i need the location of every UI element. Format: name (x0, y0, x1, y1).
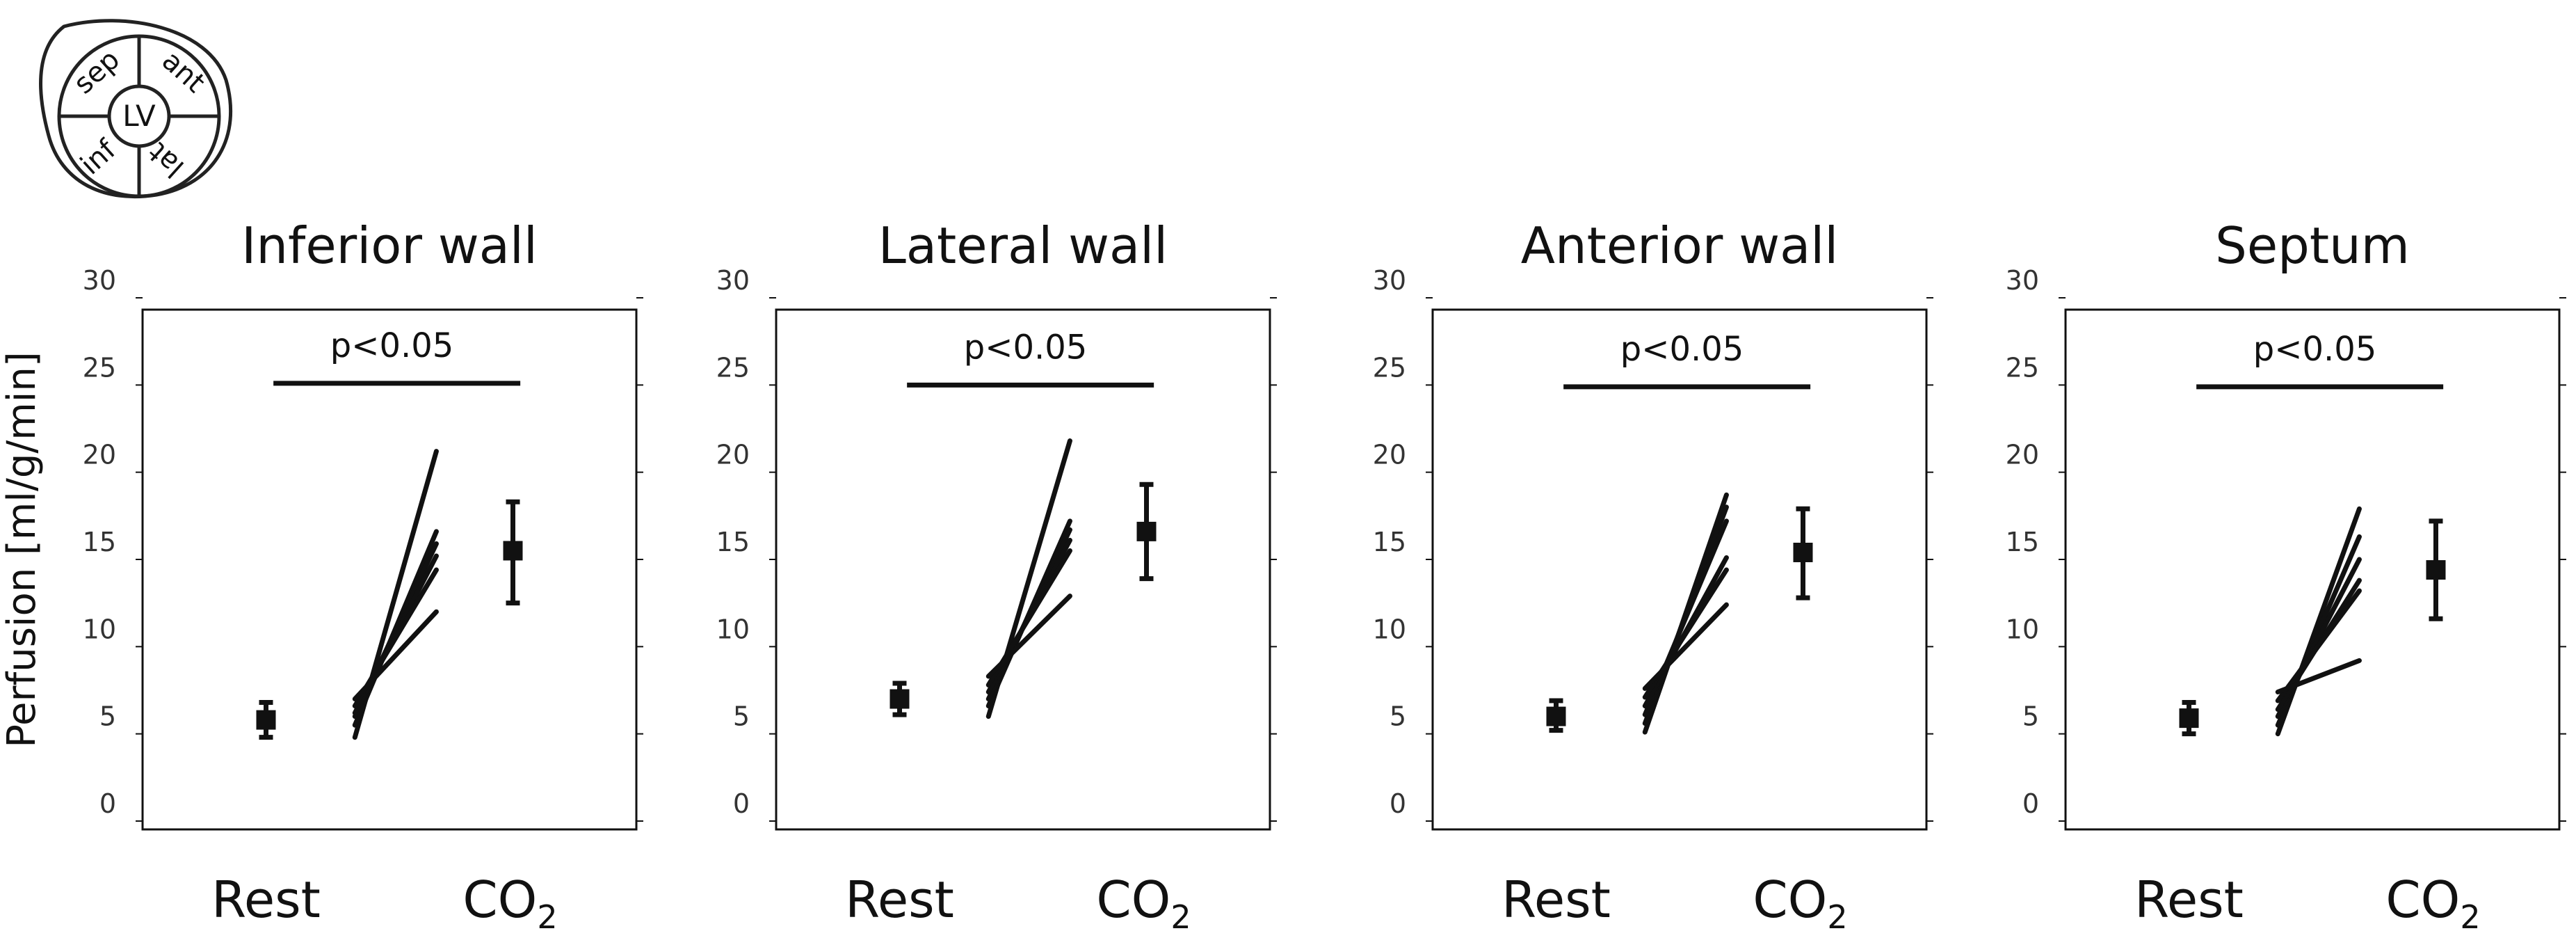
y-tick-label: 30 (1373, 265, 1406, 296)
x-category-label: CO2 (462, 870, 557, 931)
mean-marker (2426, 560, 2446, 580)
x-category-label: Rest (2134, 870, 2244, 929)
x-category-label: CO2 (1096, 870, 1191, 931)
y-tick-label: 25 (716, 352, 750, 383)
significance-label: p<0.05 (330, 326, 454, 365)
chart-panel: Inferior wall 0 5 10 15 20 25 30 p<0.05 Rest CO2 (83, 216, 643, 931)
y-tick-label: 15 (716, 527, 750, 557)
mean-marker (889, 689, 910, 709)
x-category-main: CO (1096, 870, 1170, 929)
y-tick-label: 30 (83, 265, 116, 296)
chart-title: Septum (2215, 216, 2410, 275)
x-category-subscript: 2 (537, 898, 557, 931)
paired-line (352, 609, 439, 702)
mean-marker (1546, 706, 1566, 726)
x-category-label: Rest (211, 870, 321, 929)
y-tick-label: 20 (1373, 440, 1406, 470)
x-category-main: CO (1753, 870, 1827, 929)
y-tick-label: 25 (2006, 352, 2039, 383)
y-axis-label: Perfusion [ml/g/min] (0, 351, 45, 747)
chart-panel: Lateral wall 0 5 10 15 20 25 30 p<0.05 Rest CO2 (716, 216, 1277, 931)
mean-marker (1136, 521, 1157, 541)
plot-frame (141, 308, 638, 831)
x-category-subscript: 2 (1827, 898, 1847, 931)
y-tick-label: 30 (2006, 265, 2039, 296)
x-category-main: Rest (1502, 870, 1611, 929)
y-tick-label: 15 (83, 527, 116, 557)
y-tick-label: 5 (2022, 701, 2039, 732)
chart-panel: Septum 0 5 10 15 20 25 30 p<0.05 Rest CO2 (2006, 216, 2566, 931)
mean-marker (1793, 542, 1813, 562)
x-category-main: CO (462, 870, 537, 929)
chart-title: Anterior wall (1521, 216, 1839, 275)
y-tick-label: 20 (83, 440, 116, 470)
x-category-main: Rest (845, 870, 954, 929)
chart-title: Inferior wall (241, 216, 538, 275)
y-tick-label: 5 (1390, 701, 1406, 732)
x-category-label: Rest (1502, 870, 1611, 929)
y-tick-label: 10 (716, 614, 750, 644)
y-tick-label: 30 (716, 265, 750, 296)
chart-title: Lateral wall (878, 216, 1168, 275)
significance-label: p<0.05 (1620, 330, 1744, 369)
y-tick-label: 0 (99, 788, 116, 819)
x-category-subscript: 2 (2460, 898, 2480, 931)
plot-frame (2064, 308, 2561, 831)
diagram-center-label: LV (122, 99, 156, 133)
mean-marker (503, 541, 523, 561)
mean-marker (2179, 708, 2199, 729)
plot-frame (775, 308, 1271, 831)
y-tick-label: 10 (2006, 614, 2039, 644)
y-tick-label: 5 (733, 701, 750, 732)
x-category-label: CO2 (1753, 870, 1847, 931)
x-category-main: CO (2385, 870, 2460, 929)
y-tick-label: 0 (733, 788, 750, 819)
chart-panel: Anterior wall 0 5 10 15 20 25 30 p<0.05 Rest CO2 (1373, 216, 1933, 931)
paired-line (2275, 588, 2362, 703)
y-tick-label: 15 (2006, 527, 2039, 557)
significance-label: p<0.05 (964, 328, 1088, 367)
heart-segment-diagram: LV sep ant lat inf (39, 19, 233, 199)
x-category-main: Rest (2134, 870, 2244, 929)
y-tick-label: 25 (1373, 352, 1406, 383)
paired-line (1642, 602, 1729, 691)
x-category-subscript: 2 (1170, 898, 1191, 931)
x-category-main: Rest (211, 870, 321, 929)
paired-line (2275, 658, 2362, 695)
mean-marker (256, 710, 276, 730)
y-tick-label: 10 (83, 614, 116, 644)
paired-line (985, 594, 1072, 679)
y-tick-label: 15 (1373, 527, 1406, 557)
y-tick-label: 0 (1390, 788, 1406, 819)
x-category-label: Rest (845, 870, 954, 929)
y-tick-label: 20 (716, 440, 750, 470)
y-tick-label: 25 (83, 352, 116, 383)
y-tick-label: 10 (1373, 614, 1406, 644)
y-tick-label: 20 (2006, 440, 2039, 470)
diagram-segment-sep: sep (68, 44, 126, 101)
plot-frame (1431, 308, 1928, 831)
y-tick-label: 5 (99, 701, 116, 732)
diagram-segment-ant: ant (156, 45, 211, 99)
significance-label: p<0.05 (2253, 330, 2377, 369)
x-category-label: CO2 (2385, 870, 2480, 931)
y-tick-label: 0 (2022, 788, 2039, 819)
